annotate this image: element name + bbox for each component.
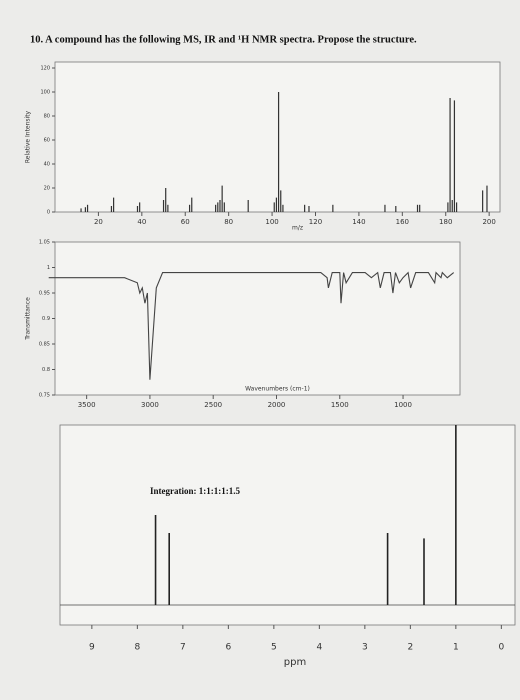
y-axis-label: Relative Intensity	[25, 110, 32, 163]
x-tick-label: 2000	[268, 401, 286, 409]
y-tick-label: 40	[44, 162, 50, 168]
y-tick-label: 1	[47, 265, 50, 271]
x-tick-label: 2500	[204, 401, 222, 409]
x-tick-label: 7	[180, 643, 186, 653]
x-tick-label: 60	[181, 218, 190, 226]
peak	[110, 206, 113, 212]
x-tick-label: 180	[439, 218, 452, 226]
peak	[304, 204, 306, 212]
x-axis-label: m/z	[292, 225, 303, 232]
x-tick-label: 5	[271, 643, 277, 653]
peak	[215, 204, 217, 212]
x-axis-label: ppm	[284, 657, 306, 668]
y-tick-label: 100	[40, 90, 50, 96]
y-tick-label: 1.05	[39, 240, 50, 246]
y-tick-label: 20	[44, 186, 50, 192]
peak	[221, 185, 223, 212]
x-tick-label: 3	[362, 643, 368, 653]
x-tick-label: 40	[137, 218, 146, 226]
peak	[451, 200, 453, 212]
x-tick-label: 3000	[141, 401, 159, 409]
y-tick-label: 0.9	[42, 316, 50, 322]
peak	[482, 190, 484, 212]
peak	[332, 204, 334, 212]
x-tick-label: 200	[482, 218, 495, 226]
peak	[455, 202, 458, 212]
y-tick-label: 0.95	[39, 291, 50, 297]
plot-frame	[54, 241, 461, 396]
peak	[223, 202, 225, 212]
peak	[308, 206, 310, 212]
x-tick-label: 80	[224, 218, 233, 226]
peak	[165, 188, 167, 212]
x-tick-label: 120	[309, 218, 322, 226]
x-tick-label: 20	[94, 218, 103, 226]
y-tick-label: 60	[44, 138, 50, 144]
peak	[217, 202, 219, 212]
ir-trace	[48, 271, 455, 380]
x-tick-label: 4	[316, 643, 322, 653]
peak	[247, 200, 249, 212]
y-axis-label: Transmittance	[25, 297, 32, 341]
y-tick-label: 0.85	[39, 342, 50, 348]
x-tick-label: 2	[407, 643, 413, 653]
peak	[86, 204, 89, 212]
x-tick-label: 1000	[394, 401, 412, 409]
x-axis-label: Wavenumbers (cm-1)	[245, 386, 310, 393]
y-tick-label: 80	[44, 114, 50, 120]
peak	[167, 204, 169, 212]
x-tick-label: 140	[352, 218, 365, 226]
question: 10. A compound has the following MS, IR …	[30, 34, 417, 45]
y-tick-label: 0	[47, 210, 50, 216]
y-tick-label: 0.8	[42, 367, 50, 373]
x-tick-label: 6	[225, 643, 231, 653]
peak	[139, 202, 141, 212]
peak	[275, 197, 278, 212]
peak	[188, 204, 191, 212]
peak	[219, 200, 221, 212]
x-tick-label: 100	[265, 218, 278, 226]
x-tick-label: 3500	[78, 401, 96, 409]
y-tick-label: 120	[40, 66, 50, 72]
peak	[282, 204, 284, 212]
peak	[191, 197, 193, 212]
x-tick-label: 9	[89, 643, 95, 653]
peak	[419, 204, 421, 212]
plot-frame	[54, 61, 501, 213]
peak	[113, 197, 115, 212]
peak	[453, 100, 456, 212]
annotation: Integration: 1:1:1:1:1.5	[150, 486, 240, 496]
peak	[277, 92, 280, 212]
peak	[447, 202, 449, 212]
peak	[395, 206, 397, 212]
x-tick-label: 1500	[331, 401, 349, 409]
y-tick-label: 0.75	[39, 393, 50, 399]
peak	[162, 200, 165, 212]
peak	[416, 204, 419, 212]
x-tick-label: 1	[453, 643, 459, 653]
x-tick-label: 8	[134, 643, 140, 653]
plot-frame	[59, 424, 516, 626]
peak	[384, 204, 386, 212]
peak	[280, 190, 282, 212]
x-tick-label: 0	[498, 643, 504, 653]
peak	[136, 206, 139, 212]
peak	[273, 202, 275, 212]
peak	[84, 207, 86, 212]
x-tick-label: 160	[396, 218, 409, 226]
peak	[486, 185, 488, 212]
peak	[80, 208, 82, 212]
peak	[449, 98, 451, 212]
